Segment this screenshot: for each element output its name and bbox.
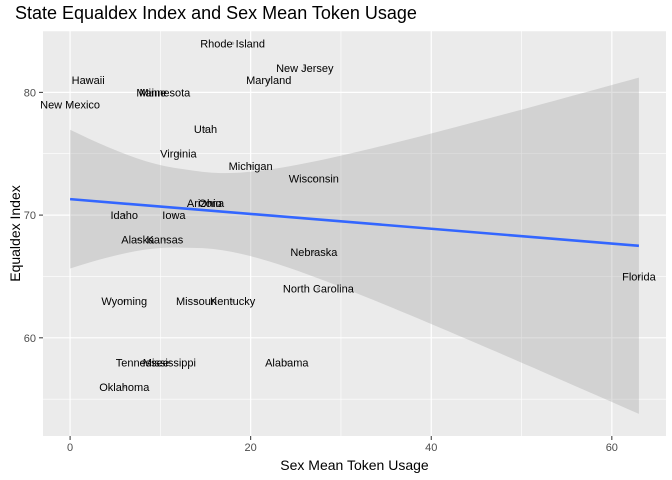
point-label: Hawaii bbox=[72, 75, 105, 87]
major-gridlines bbox=[43, 31, 666, 436]
data-point bbox=[122, 385, 126, 389]
point-label: Maine bbox=[136, 87, 166, 99]
data-point bbox=[140, 360, 144, 364]
point-label: Wyoming bbox=[101, 296, 147, 308]
point-label: North Carolina bbox=[283, 284, 355, 296]
chart-title: State Equaldex Index and Sex Mean Token … bbox=[15, 3, 417, 23]
data-point bbox=[303, 66, 307, 70]
data-point bbox=[249, 164, 253, 168]
confidence-ribbon bbox=[70, 77, 639, 414]
point-label: Florida bbox=[622, 271, 657, 283]
y-axis-title: Equaldex Index bbox=[7, 185, 23, 282]
x-tick-label: 40 bbox=[425, 442, 437, 454]
data-point bbox=[122, 213, 126, 217]
data-point bbox=[208, 201, 212, 205]
point-label: Nebraska bbox=[290, 247, 338, 259]
point-label: Alaska bbox=[121, 235, 155, 247]
point-label: Michigan bbox=[229, 161, 273, 173]
data-point bbox=[167, 360, 172, 364]
data-point bbox=[231, 299, 235, 303]
point-label: Arizona bbox=[187, 198, 225, 210]
x-tick-label: 60 bbox=[606, 442, 618, 454]
data-point bbox=[285, 360, 289, 364]
point-label: New Jersey bbox=[276, 63, 334, 75]
y-tick-label: 80 bbox=[24, 87, 36, 99]
trend-line bbox=[69, 197, 640, 248]
x-tick-label: 20 bbox=[245, 442, 257, 454]
plot-panel bbox=[43, 31, 666, 436]
point-label: Ohio bbox=[198, 198, 221, 210]
point-label: Virginia bbox=[160, 149, 197, 161]
point-label: Tennessee bbox=[116, 357, 169, 369]
point-label: Rhode Island bbox=[200, 38, 265, 50]
data-point bbox=[176, 152, 181, 156]
point-label: Maryland bbox=[246, 75, 291, 87]
data-points bbox=[68, 41, 641, 389]
confidence-band bbox=[70, 77, 639, 414]
point-label: Oklahoma bbox=[99, 382, 150, 394]
point-label: Utah bbox=[194, 124, 217, 136]
x-tick-label: 0 bbox=[67, 442, 73, 454]
data-point bbox=[122, 299, 126, 303]
y-tick-label: 70 bbox=[24, 210, 36, 222]
point-labels: Rhode Island New Jersey Hawaii Maryland Main… bbox=[40, 38, 656, 394]
data-point bbox=[149, 90, 153, 94]
data-point bbox=[136, 238, 140, 242]
data-point bbox=[163, 90, 167, 94]
data-point bbox=[267, 78, 271, 82]
data-point bbox=[86, 78, 90, 82]
data-point bbox=[316, 287, 320, 291]
data-point bbox=[312, 176, 316, 180]
data-point bbox=[637, 274, 641, 279]
point-label: Wisconsin bbox=[289, 173, 339, 185]
data-point bbox=[312, 250, 316, 254]
y-tick-label: 60 bbox=[24, 333, 36, 345]
data-point bbox=[203, 127, 208, 131]
point-label: Kansas bbox=[147, 235, 184, 247]
point-label: Kentucky bbox=[210, 296, 256, 308]
data-point bbox=[203, 201, 208, 205]
point-label: Iowa bbox=[162, 210, 186, 222]
x-axis-title: Sex Mean Token Usage bbox=[280, 457, 429, 473]
point-label: Alabama bbox=[265, 357, 309, 369]
trend-line-group bbox=[69, 197, 640, 248]
point-label: New Mexico bbox=[40, 100, 100, 112]
point-label: Missouri bbox=[176, 296, 217, 308]
data-point bbox=[172, 213, 176, 217]
data-point bbox=[163, 238, 167, 242]
point-label: Minnesota bbox=[140, 87, 192, 99]
data-point bbox=[231, 41, 235, 45]
point-label: Mississippi bbox=[143, 357, 196, 369]
point-label: Idaho bbox=[110, 210, 138, 222]
data-point bbox=[194, 299, 199, 303]
minor-gridlines bbox=[43, 30, 666, 436]
data-point bbox=[68, 103, 72, 107]
axes: 0 20 40 60 60 70 80 bbox=[24, 87, 618, 454]
